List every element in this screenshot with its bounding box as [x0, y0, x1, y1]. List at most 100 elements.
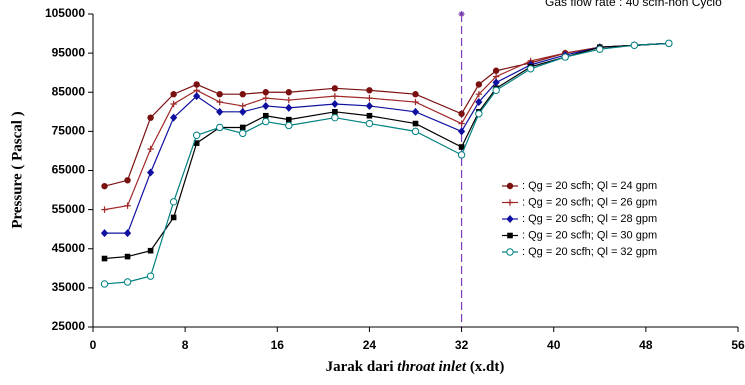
marker: [412, 98, 419, 106]
marker: [365, 119, 374, 128]
marker: [216, 107, 224, 116]
marker: [170, 214, 177, 221]
marker: [458, 120, 465, 127]
marker: [475, 81, 483, 88]
marker: [193, 81, 200, 88]
marker: [285, 121, 293, 130]
marker: [665, 39, 673, 48]
marker: [262, 112, 269, 119]
marker: [630, 41, 639, 49]
marker: [412, 91, 419, 98]
marker: [331, 92, 339, 100]
series-line: [104, 42, 669, 285]
marker: [365, 101, 374, 110]
marker: [216, 98, 223, 106]
y-tick-label: 105000: [45, 6, 85, 20]
marker: [506, 248, 514, 256]
marker: [192, 131, 201, 139]
marker: [561, 53, 569, 61]
marker: [457, 151, 466, 159]
marker: [215, 123, 224, 132]
marker: [526, 65, 535, 73]
x-label-part: Jarak dari: [326, 359, 398, 375]
x-tick-label: 0: [90, 338, 97, 352]
legend-label: : Qg = 20 scfh; Ql = 28 gpm: [522, 213, 657, 225]
marker: [331, 99, 339, 108]
marker: [170, 91, 177, 98]
marker: [239, 91, 246, 98]
legend-label: : Qg = 20 scfh; Ql = 24 gpm: [522, 180, 657, 192]
marker: [331, 85, 339, 92]
marker: [193, 140, 200, 146]
marker: [596, 45, 604, 53]
series-line: [104, 42, 669, 187]
marker: [147, 114, 154, 121]
x-label-part: throat inlet: [397, 359, 467, 375]
marker: [412, 120, 419, 127]
marker: [262, 94, 269, 102]
marker: [123, 229, 132, 238]
marker: [285, 96, 293, 104]
marker: [146, 168, 155, 177]
x-tick-label: 8: [182, 338, 189, 352]
y-tick-label: 25000: [52, 319, 86, 333]
marker: [170, 113, 178, 122]
marker: [101, 206, 108, 213]
marker: [285, 89, 293, 96]
y-axis-label: Pressure ( Pascal ): [9, 111, 25, 228]
marker: [331, 113, 339, 122]
marker: [169, 198, 178, 206]
x-tick-label: 56: [731, 338, 745, 352]
marker: [475, 91, 483, 98]
marker: [101, 182, 108, 190]
series-line: [104, 42, 669, 234]
marker: [286, 116, 292, 123]
marker: [458, 144, 465, 150]
vertical-marker-star: [458, 11, 465, 17]
marker: [262, 89, 269, 96]
marker: [492, 67, 500, 74]
marker: [457, 127, 466, 136]
marker: [366, 94, 373, 102]
marker: [506, 215, 514, 223]
marker: [147, 247, 154, 254]
marker: [411, 127, 420, 136]
marker: [216, 91, 223, 98]
marker: [492, 78, 500, 87]
marker: [239, 107, 247, 116]
y-tick-label: 85000: [52, 84, 86, 98]
marker: [193, 92, 201, 101]
marker: [147, 145, 154, 153]
x-axis-label: Jarak dari throat inlet (x.dt): [326, 359, 505, 375]
y-tick-label: 75000: [52, 124, 86, 138]
y-tick-label: 45000: [52, 241, 86, 255]
annotation: Gas flow rate : 40 scfh-non Cyclo: [545, 0, 722, 9]
marker: [506, 199, 514, 206]
marker: [239, 129, 247, 138]
series-line: [104, 42, 669, 211]
marker: [100, 280, 109, 288]
legend-label: : Qg = 20 scfh; Ql = 30 gpm: [522, 229, 657, 241]
marker: [124, 253, 131, 260]
marker: [492, 86, 500, 94]
marker: [458, 110, 465, 117]
marker: [285, 103, 293, 112]
x-tick-label: 40: [547, 338, 561, 352]
marker: [366, 87, 373, 94]
marker: [123, 278, 132, 286]
marker: [506, 182, 514, 190]
marker: [332, 109, 338, 115]
marker: [366, 112, 373, 119]
x-label-part: (x.dt): [466, 359, 504, 375]
marker: [475, 110, 483, 118]
marker: [101, 255, 108, 262]
y-tick-label: 35000: [52, 280, 86, 294]
legend-label: : Qg = 20 scfh; Ql = 32 gpm: [522, 246, 657, 258]
marker: [411, 107, 420, 116]
y-tick-label: 95000: [52, 45, 86, 59]
x-tick-label: 24: [363, 338, 377, 352]
legend-label: : Qg = 20 scfh; Ql = 26 gpm: [522, 196, 657, 208]
x-tick-label: 48: [639, 338, 653, 352]
marker: [475, 98, 483, 107]
